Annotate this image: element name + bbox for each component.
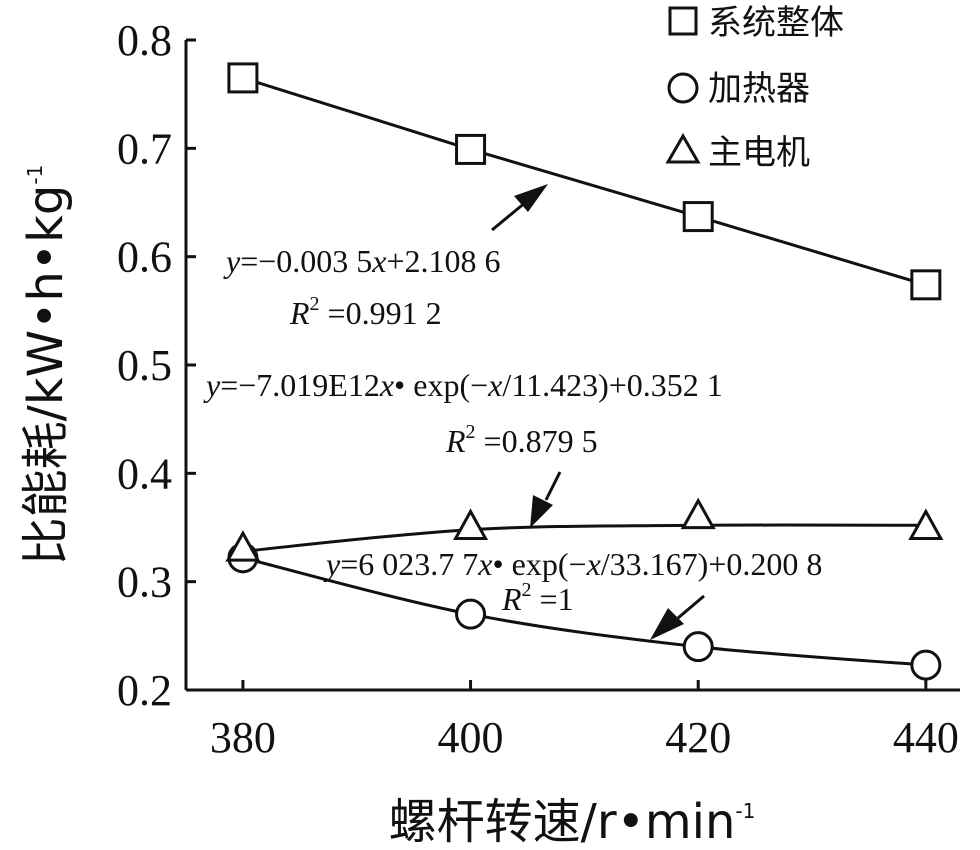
- y-tick-label: 0.3: [117, 558, 172, 607]
- fit-curve-heater: [242, 556, 927, 667]
- legend-label-motor: 主电机: [708, 133, 810, 173]
- point-triangle: [225, 530, 261, 562]
- x-tick-label: 420: [665, 713, 731, 762]
- fit-line-system: [242, 76, 927, 287]
- arrow-heater: [650, 594, 705, 640]
- y-tick-label: 0.6: [117, 233, 172, 282]
- arrow-system: [491, 184, 548, 232]
- r2-heater: R2 =1: [501, 579, 574, 617]
- point-circle: [455, 598, 487, 630]
- y-tick-label: 0.5: [117, 341, 172, 390]
- arrow-motor: [530, 471, 562, 528]
- x-ticks: 380 400 420 440: [210, 680, 959, 762]
- x-tick-label: 440: [893, 713, 959, 762]
- point-circle: [682, 631, 714, 663]
- equation-heater: y=6 023.7 7x• exp(−x/33.167)+0.200 8: [323, 546, 822, 582]
- point-square: [682, 201, 714, 233]
- point-triangle: [908, 508, 944, 540]
- legend: 系统整体 加热器 主电机: [665, 3, 844, 173]
- equation-motor: y=−7.019E12x• exp(−x/11.423)+0.352 1: [203, 367, 723, 403]
- y-tick-label: 0.4: [117, 449, 172, 498]
- point-square: [455, 133, 487, 165]
- equation-system: y=−0.003 5x+2.108 6: [223, 243, 501, 279]
- legend-marker-square: [668, 6, 698, 36]
- y-tick-label: 0.7: [117, 124, 172, 173]
- r2-system: R2 =0.991 2: [289, 293, 442, 331]
- point-square: [910, 269, 942, 301]
- point-triangle: [680, 497, 716, 530]
- legend-label-heater: 加热器: [708, 69, 810, 109]
- y-tick-label: 0.8: [117, 16, 172, 65]
- x-tick-label: 400: [438, 713, 504, 762]
- data-markers: [225, 62, 944, 681]
- y-ticks: 0.2 0.3 0.4 0.5 0.6 0.7 0.8: [117, 16, 196, 715]
- fit-curve-motor: [242, 523, 926, 553]
- r2-motor: R2 =0.879 5: [445, 421, 598, 459]
- legend-label-system: 系统整体: [708, 3, 844, 43]
- legend-marker-circle: [667, 72, 699, 104]
- point-circle: [910, 649, 942, 681]
- y-axis-title: 比能耗/kW•h•kg-1: [18, 165, 74, 566]
- x-axis-title: 螺杆转速/r•min-1: [389, 794, 756, 850]
- legend-marker-triangle: [665, 132, 701, 164]
- point-triangle: [453, 508, 489, 540]
- y-tick-label: 0.2: [117, 666, 172, 715]
- x-tick-label: 380: [210, 713, 276, 762]
- point-square: [227, 62, 259, 94]
